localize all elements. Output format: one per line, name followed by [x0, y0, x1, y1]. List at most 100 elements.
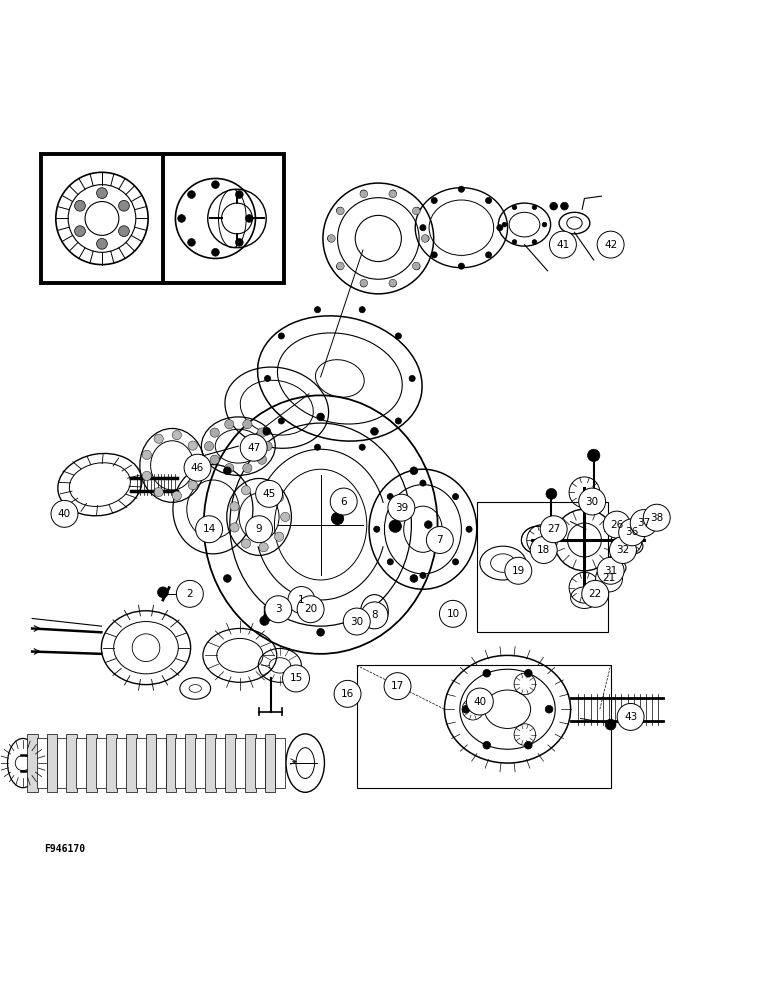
Text: 14: 14 — [202, 524, 215, 534]
Circle shape — [225, 463, 234, 473]
Circle shape — [512, 240, 516, 244]
Circle shape — [188, 441, 198, 450]
Circle shape — [360, 279, 367, 287]
Circle shape — [230, 523, 239, 532]
Circle shape — [598, 557, 624, 584]
Circle shape — [331, 512, 344, 525]
Bar — [116, 738, 127, 788]
Circle shape — [119, 226, 130, 237]
Text: 1: 1 — [298, 595, 305, 605]
Circle shape — [630, 510, 657, 537]
Circle shape — [483, 741, 491, 749]
Circle shape — [283, 665, 310, 692]
Text: 17: 17 — [391, 681, 405, 691]
Circle shape — [263, 428, 271, 435]
Circle shape — [431, 197, 437, 204]
Bar — [86, 734, 97, 792]
Circle shape — [496, 225, 503, 231]
Text: 21: 21 — [602, 573, 616, 583]
Bar — [126, 734, 137, 792]
Circle shape — [462, 705, 470, 713]
Circle shape — [280, 512, 290, 522]
Bar — [156, 738, 167, 788]
Text: 15: 15 — [290, 673, 303, 683]
Circle shape — [425, 521, 432, 528]
Circle shape — [409, 375, 415, 382]
Text: 2: 2 — [187, 589, 193, 599]
Text: 3: 3 — [275, 604, 282, 614]
Circle shape — [188, 481, 198, 490]
Circle shape — [395, 333, 401, 339]
Circle shape — [184, 454, 211, 481]
Circle shape — [235, 239, 243, 246]
Circle shape — [643, 504, 670, 531]
Text: 9: 9 — [256, 524, 262, 534]
Circle shape — [596, 565, 622, 592]
Circle shape — [288, 587, 315, 613]
Bar — [235, 738, 245, 788]
Circle shape — [542, 222, 547, 227]
Circle shape — [502, 222, 506, 227]
Text: 8: 8 — [371, 610, 378, 620]
Bar — [185, 734, 196, 792]
Text: 32: 32 — [616, 545, 629, 555]
Bar — [165, 734, 176, 792]
Circle shape — [505, 557, 532, 584]
Circle shape — [532, 240, 537, 244]
Circle shape — [176, 580, 203, 607]
Circle shape — [359, 444, 365, 450]
Text: 26: 26 — [610, 520, 624, 530]
Circle shape — [420, 572, 426, 578]
Circle shape — [172, 491, 181, 500]
Text: 45: 45 — [262, 489, 276, 499]
Circle shape — [412, 262, 420, 270]
Bar — [195, 738, 206, 788]
Circle shape — [452, 494, 459, 500]
Circle shape — [265, 375, 271, 382]
Text: 7: 7 — [436, 535, 443, 545]
Circle shape — [337, 207, 344, 215]
Circle shape — [560, 202, 568, 210]
Circle shape — [598, 231, 624, 258]
Circle shape — [314, 307, 320, 313]
Circle shape — [605, 719, 616, 730]
Circle shape — [486, 197, 492, 204]
Circle shape — [423, 235, 429, 242]
Circle shape — [195, 461, 204, 470]
Bar — [255, 738, 266, 788]
Circle shape — [361, 190, 367, 196]
Circle shape — [384, 673, 411, 700]
Circle shape — [314, 444, 320, 450]
Circle shape — [142, 450, 151, 459]
Circle shape — [327, 235, 334, 242]
Circle shape — [96, 238, 107, 249]
Circle shape — [412, 207, 420, 215]
Circle shape — [546, 488, 557, 499]
Bar — [56, 738, 67, 788]
Circle shape — [257, 428, 266, 437]
Circle shape — [512, 205, 516, 210]
Circle shape — [297, 596, 324, 623]
Text: F946170: F946170 — [44, 844, 85, 854]
Circle shape — [439, 600, 466, 627]
Circle shape — [188, 191, 195, 198]
Circle shape — [524, 669, 532, 677]
Circle shape — [334, 680, 361, 707]
Circle shape — [426, 527, 453, 553]
Circle shape — [225, 420, 234, 429]
Bar — [245, 734, 256, 792]
Bar — [46, 734, 57, 792]
Circle shape — [210, 428, 219, 437]
Circle shape — [388, 494, 394, 500]
Bar — [42, 154, 283, 283]
Bar — [357, 665, 611, 788]
Text: 20: 20 — [304, 604, 317, 614]
Circle shape — [157, 587, 168, 598]
Text: 10: 10 — [446, 609, 459, 619]
Circle shape — [609, 537, 636, 563]
Circle shape — [486, 252, 492, 258]
Circle shape — [224, 575, 231, 582]
Circle shape — [242, 539, 251, 548]
Circle shape — [154, 487, 164, 497]
Bar — [265, 734, 276, 792]
